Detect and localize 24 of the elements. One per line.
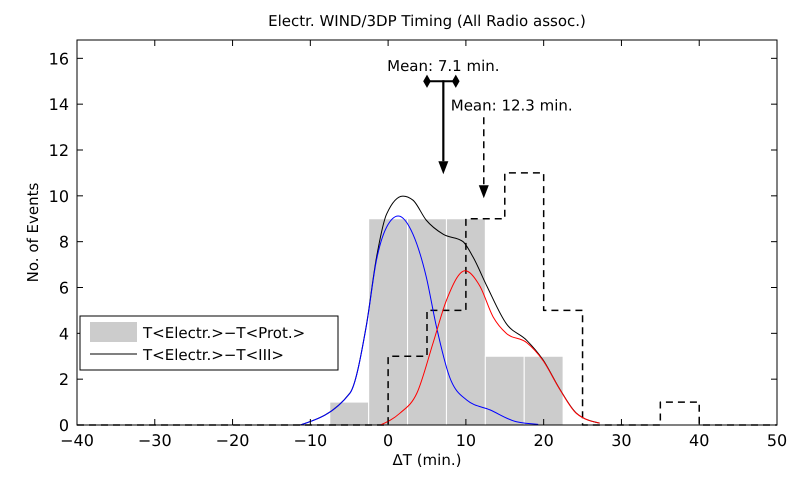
- annotation: Mean: 12.3 min.: [450, 96, 573, 114]
- x-tick-label: 20: [533, 431, 554, 450]
- y-tick-label: 4: [58, 324, 69, 344]
- x-tick-label: −10: [293, 431, 328, 450]
- legend-label: T<Electr.>−T<III>: [142, 346, 284, 364]
- y-tick-label: 2: [58, 370, 69, 390]
- x-tick-label: 40: [689, 431, 710, 450]
- x-tick-label: 50: [766, 431, 788, 450]
- x-tick-label: −20: [216, 431, 250, 450]
- y-tick-label: 14: [48, 95, 69, 114]
- x-tick-label: 0: [383, 431, 394, 450]
- y-tick-label: 16: [48, 49, 69, 68]
- x-axis-title: ΔT (min.): [392, 451, 462, 469]
- y-axis-title: No. of Events: [24, 182, 42, 282]
- x-tick-label: −30: [138, 431, 172, 450]
- annotation: Mean: 7.1 min.: [387, 57, 500, 76]
- y-tick-label: 12: [48, 141, 69, 160]
- x-tick-label: 10: [456, 431, 476, 450]
- y-tick-label: 6: [58, 278, 69, 298]
- x-tick-label: 30: [611, 431, 632, 450]
- legend-label: T<Electr.>−T<Prot.>: [142, 324, 306, 342]
- y-tick-label: 10: [48, 186, 69, 206]
- y-tick-label: 8: [58, 232, 69, 252]
- chart-title: Electr. WIND/3DP Timing (All Radio assoc.): [268, 12, 586, 30]
